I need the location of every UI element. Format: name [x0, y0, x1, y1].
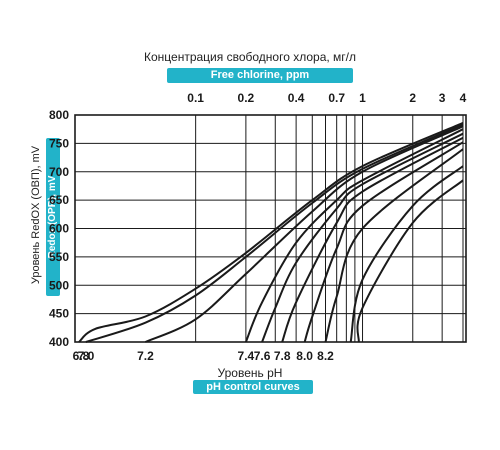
y-tick-label: 700 [49, 165, 69, 179]
ph-curve [349, 165, 464, 343]
ph-label: 7.4 [238, 349, 255, 363]
y-tick-label: 400 [49, 335, 69, 349]
chart-title: Концентрация свободного хлора, мг/л [144, 50, 356, 64]
top-tick-label: 2 [409, 91, 416, 105]
y-tick-label: 800 [49, 108, 69, 122]
ph-curve [356, 179, 464, 343]
x-axis-label: Уровень pH [217, 366, 283, 380]
ph-curve [78, 121, 464, 343]
y-tick-label: 450 [49, 307, 69, 321]
ph-label: 8.2 [317, 349, 334, 363]
top-tick-label: 0.2 [238, 91, 255, 105]
ph-curve [261, 132, 464, 343]
x-axis-sublabel: pH control curves [193, 380, 313, 394]
y-tick-label: 750 [49, 136, 69, 150]
top-tick-label: 0.1 [187, 91, 204, 105]
top-tick-label: 0.7 [328, 91, 345, 105]
top-tick-label: 3 [439, 91, 446, 105]
y-tick-label: 650 [49, 193, 69, 207]
top-tick-label: 4 [460, 91, 467, 105]
ph-curve [324, 148, 464, 343]
ph-label: 8.0 [296, 349, 313, 363]
y-tick-label: 600 [49, 222, 69, 236]
ph-label: 7.2 [137, 349, 154, 363]
y-tick-label: 500 [49, 278, 69, 292]
ph-label: 7.6 [254, 349, 271, 363]
ph-curve [144, 125, 464, 343]
ph-curve [303, 141, 464, 343]
ph-curve [281, 136, 464, 343]
ph-label: 6.8 [73, 349, 90, 363]
ph-label: 7.0 [78, 349, 95, 363]
top-tick-label: 1 [359, 91, 366, 105]
ph-curve [244, 128, 464, 343]
y-tick-label: 550 [49, 250, 69, 264]
ph-curve [85, 123, 464, 343]
chart-subtitle: Free chlorine, ppm [167, 68, 353, 83]
ph-label: 7.8 [274, 349, 291, 363]
top-tick-label: 0.4 [288, 91, 305, 105]
